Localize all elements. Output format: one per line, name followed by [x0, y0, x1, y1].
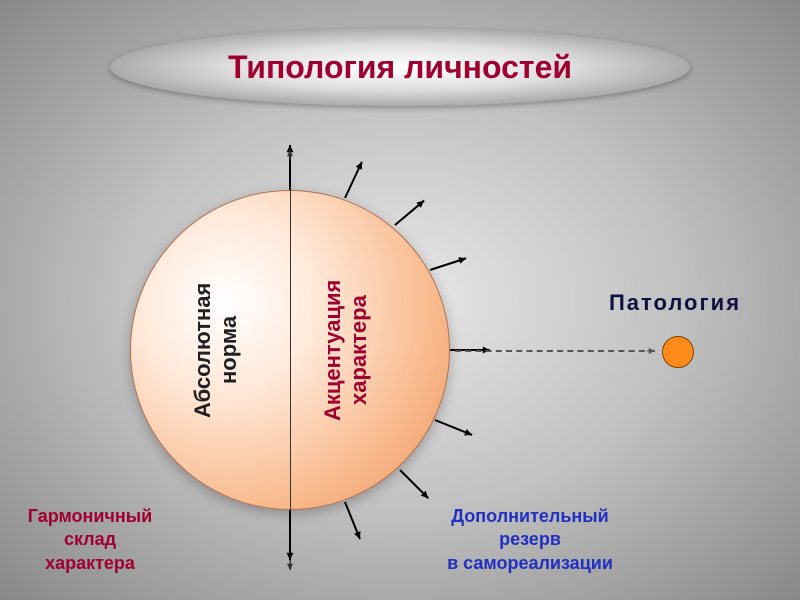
- right-half-label: Акцентуация характера: [320, 250, 372, 450]
- pathology-circle: [662, 336, 694, 368]
- left-label-line2: норма: [216, 316, 241, 384]
- bl-line3: характера: [45, 553, 135, 573]
- left-label-line1: Абсолютная: [190, 282, 215, 417]
- vertical-divider: [290, 150, 291, 570]
- title-pill: Типология личностей: [110, 28, 690, 106]
- right-label-line1: Акцентуация: [320, 279, 345, 420]
- dashed-connector: [455, 350, 655, 352]
- bl-line1: Гармоничный: [28, 506, 153, 526]
- br-line3: в самореализации: [447, 553, 613, 573]
- bottom-left-caption: Гармоничный склад характера: [10, 505, 170, 575]
- right-label-line2: характера: [346, 295, 371, 405]
- left-half-label: Абсолютная норма: [190, 250, 242, 450]
- br-line1: Дополнительный: [451, 506, 608, 526]
- br-line2: резерв: [499, 529, 561, 549]
- bl-line2: склад: [64, 529, 116, 549]
- page-title: Типология личностей: [228, 49, 572, 86]
- pathology-label: Патология: [600, 290, 750, 316]
- bottom-right-caption: Дополнительный резерв в самореализации: [420, 505, 640, 575]
